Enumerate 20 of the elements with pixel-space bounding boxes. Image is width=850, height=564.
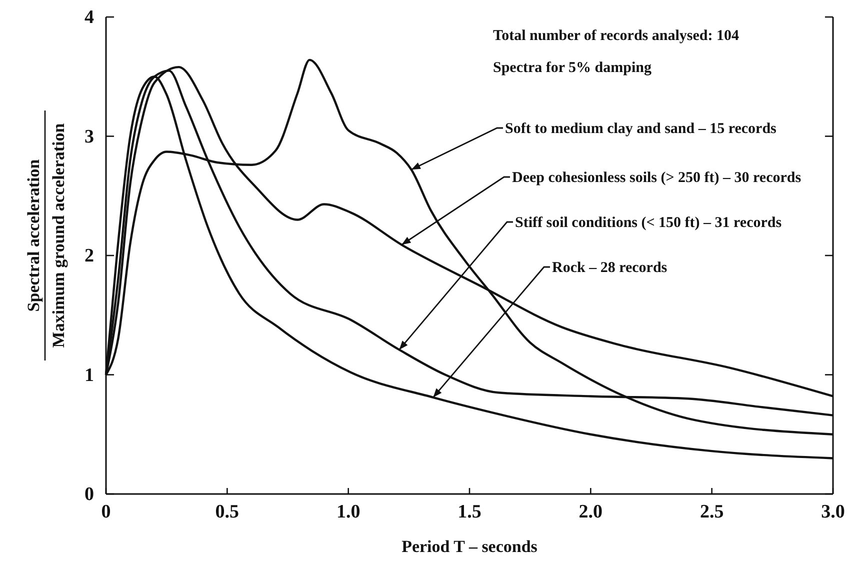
y-tick-label: 4 [84,7,94,28]
annotation: Stiff soil conditions (< 150 ft) – 31 records [515,215,782,231]
annotation: Deep cohesionless soils (> 250 ft) – 30 records [512,170,802,186]
annotation: Rock – 28 records [552,260,668,276]
x-tick-label: 3.0 [821,501,845,522]
y-tick-label: 3 [84,126,94,148]
x-tick-label: 0 [101,501,111,522]
y-tick-label: 0 [84,484,94,506]
x-tick-label: 2.0 [578,501,603,522]
x-axis-title: Period T – seconds [402,537,538,556]
x-tick-label: 1.0 [336,501,360,522]
y-tick-label: 1 [84,364,94,386]
annotation: Spectra for 5% damping [493,60,652,76]
y-tick-label: 2 [84,246,94,267]
x-tick-label: 0.5 [215,501,240,522]
x-tick-label: 2.5 [700,501,724,522]
x-tick-label: 1.5 [458,501,482,522]
y-axis-title: Spectral acceleration Maximum ground acceleration [24,122,68,348]
annotation: Total number of records analysed: 104 [493,28,740,44]
annotation: Soft to medium clay and sand – 15 records [505,121,777,137]
